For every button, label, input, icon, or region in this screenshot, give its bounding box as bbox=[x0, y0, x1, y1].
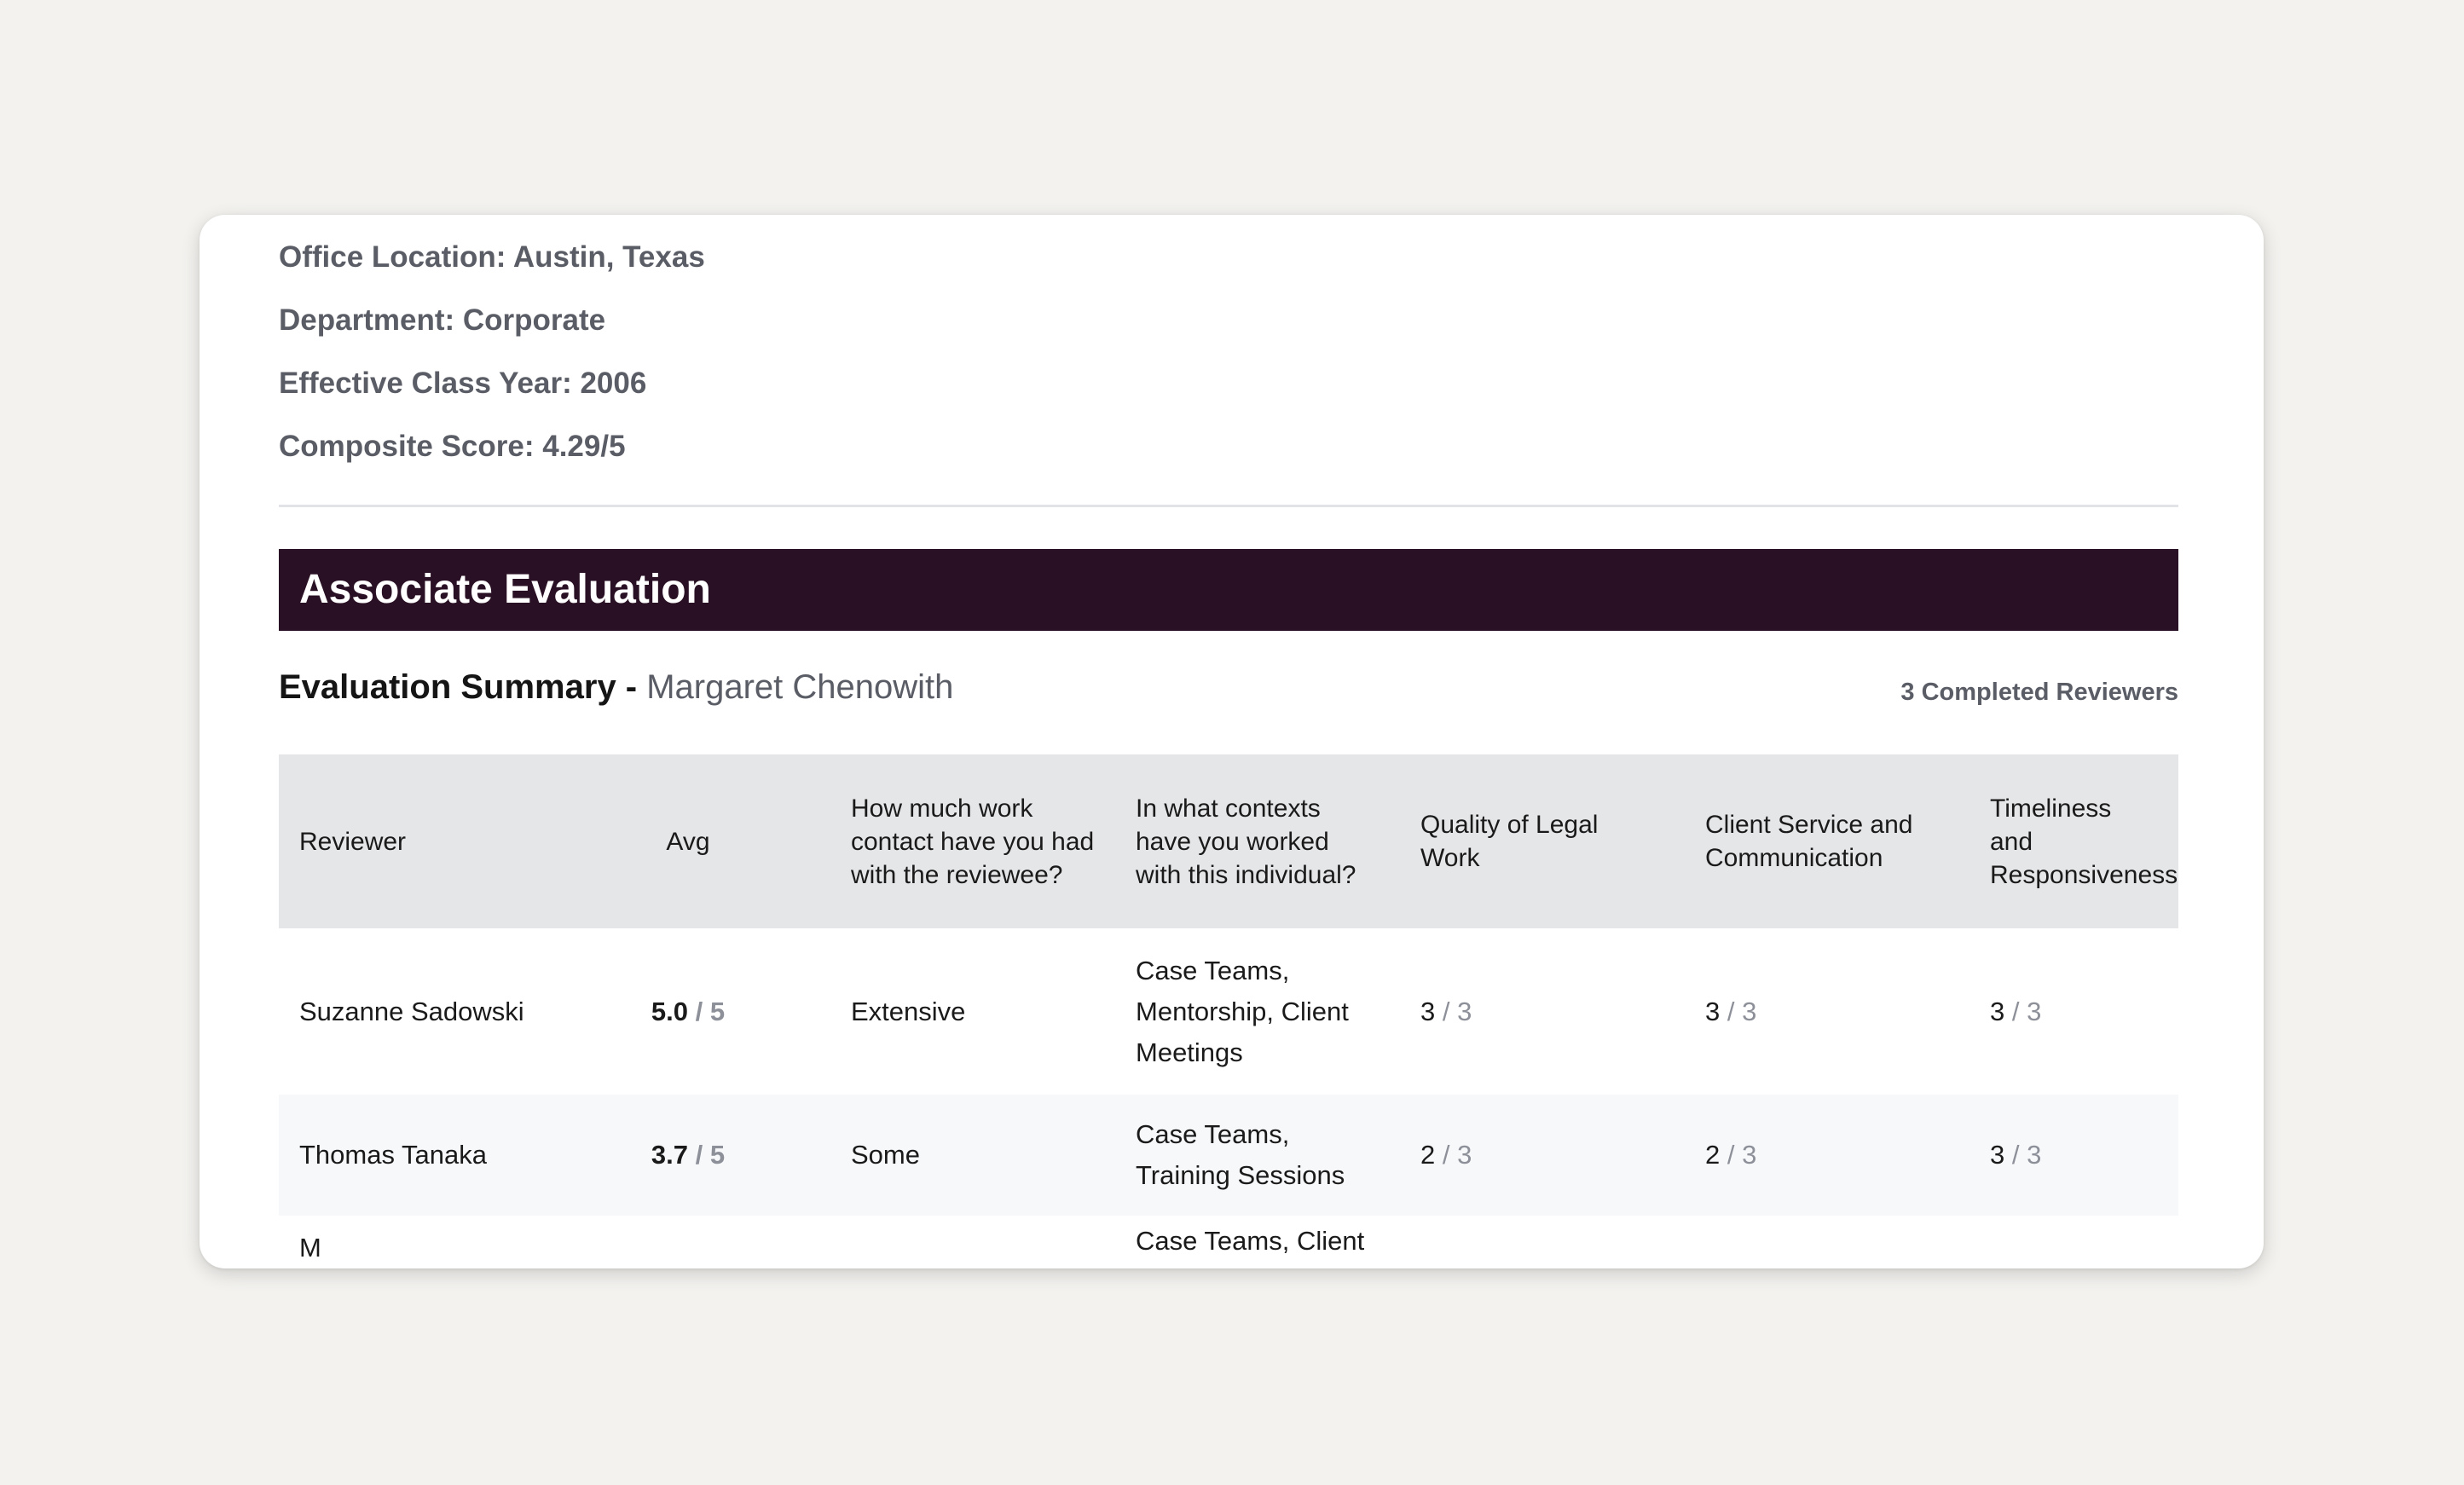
department: Department: Corporate bbox=[279, 303, 606, 337]
evaluation-table: Reviewer Avg How much work contact have … bbox=[279, 754, 2178, 1268]
column-header-quality: Quality of Legal Work bbox=[1400, 754, 1685, 928]
client-service-max: / 3 bbox=[1720, 996, 1757, 1026]
client-service-value: 2 bbox=[1705, 1140, 1721, 1170]
completed-reviewers-count: 3 Completed Reviewers bbox=[1900, 679, 2178, 706]
office-location: Office Location: Austin, Texas bbox=[279, 240, 705, 274]
reviewee-name: Margaret Chenowith bbox=[646, 668, 954, 706]
timeliness-value: 3 bbox=[1990, 1140, 2005, 1170]
work-contexts: Case Teams, Client bbox=[1115, 1216, 1400, 1268]
avg-value: 3.7 bbox=[651, 1140, 688, 1170]
avg-value: 5.0 bbox=[651, 996, 688, 1026]
client-service-score: 3 / 3 bbox=[1685, 928, 1969, 1095]
avg-score: 5.0 / 5 bbox=[546, 928, 830, 1095]
quality-max: / 3 bbox=[1435, 996, 1472, 1026]
banner-title: Associate Evaluation bbox=[299, 567, 711, 612]
work-contexts: Case Teams, Mentorship, Client Meetings bbox=[1115, 928, 1400, 1095]
column-header-avg: Avg bbox=[546, 754, 830, 928]
section-divider bbox=[279, 505, 2178, 507]
avg-max: / 5 bbox=[688, 1140, 726, 1170]
evaluation-card: Office Location: Austin, Texas Associate… bbox=[200, 215, 2264, 1268]
timeliness-score: 3 / 3 bbox=[1969, 928, 2178, 1095]
column-header-client-service: Client Service and Communication bbox=[1685, 754, 1969, 928]
timeliness-score bbox=[1969, 1216, 2178, 1268]
client-service-max: / 3 bbox=[1720, 1140, 1757, 1170]
contact-level bbox=[830, 1216, 1115, 1268]
client-service-score bbox=[1685, 1216, 1969, 1268]
contact-level: Extensive bbox=[830, 928, 1115, 1095]
reviewer-name: Suzanne Sadowski bbox=[279, 928, 546, 1095]
reviewer-name: Thomas Tanaka bbox=[279, 1095, 546, 1216]
timeliness-max: / 3 bbox=[2004, 1140, 2042, 1170]
summary-label: Evaluation Summary bbox=[279, 668, 616, 706]
avg-max: / 5 bbox=[688, 996, 726, 1026]
table-row: Suzanne Sadowski 5.0 / 5 Extensive Case … bbox=[279, 928, 2178, 1095]
quality-max: / 3 bbox=[1435, 1140, 1472, 1170]
timeliness-max: / 3 bbox=[2004, 996, 2042, 1026]
quality-score: 3 / 3 bbox=[1400, 928, 1685, 1095]
timeliness-value: 3 bbox=[1990, 996, 2005, 1026]
table-row: Thomas Tanaka 3.7 / 5 Some Case Teams, T… bbox=[279, 1095, 2178, 1216]
section-banner: Associate Evaluation bbox=[279, 549, 2178, 631]
column-header-reviewer: Reviewer bbox=[279, 754, 546, 928]
quality-score: 2 / 3 bbox=[1400, 1095, 1685, 1216]
summary-separator: - bbox=[616, 668, 647, 706]
quality-value: 2 bbox=[1420, 1140, 1436, 1170]
client-service-score: 2 / 3 bbox=[1685, 1095, 1969, 1216]
column-header-contact: How much work contact have you had with … bbox=[830, 754, 1115, 928]
work-contexts: Case Teams, Training Sessions bbox=[1115, 1095, 1400, 1216]
reviewer-name: M bbox=[279, 1216, 546, 1268]
column-header-timeliness: Timeliness and Responsiveness bbox=[1969, 754, 2178, 928]
composite-score: Composite Score: 4.29/5 bbox=[279, 430, 626, 463]
client-service-value: 3 bbox=[1705, 996, 1721, 1026]
timeliness-score: 3 / 3 bbox=[1969, 1095, 2178, 1216]
contact-level: Some bbox=[830, 1095, 1115, 1216]
quality-score bbox=[1400, 1216, 1685, 1268]
quality-value: 3 bbox=[1420, 996, 1436, 1026]
table-row: M Case Teams, Client bbox=[279, 1216, 2178, 1268]
column-header-contexts: In what contexts have you worked with th… bbox=[1115, 754, 1400, 928]
summary-title: Evaluation Summary - Margaret Chenowith bbox=[279, 668, 953, 707]
class-year: Effective Class Year: 2006 bbox=[279, 367, 647, 400]
table-header-row: Reviewer Avg How much work contact have … bbox=[279, 754, 2178, 928]
avg-score: 3.7 / 5 bbox=[546, 1095, 830, 1216]
avg-score bbox=[546, 1216, 830, 1268]
